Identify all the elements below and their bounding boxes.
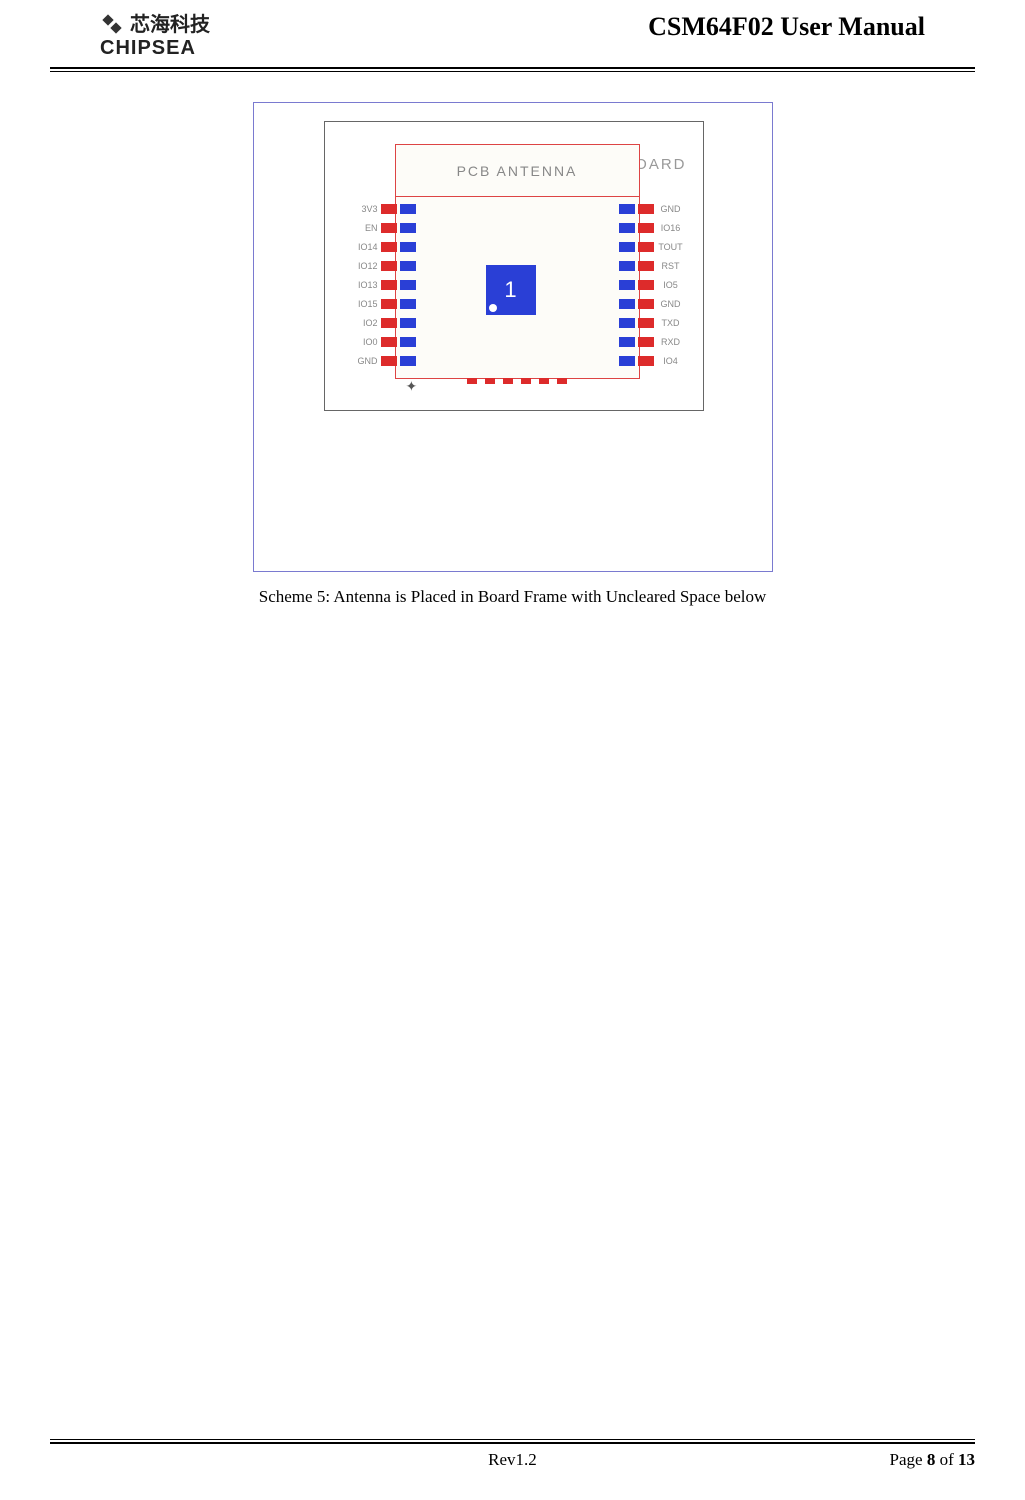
pad-icon [638,204,654,214]
pin-right: IO5 [619,278,685,292]
pin-right: IO16 [619,221,685,235]
pin-left: IO2 [350,316,416,330]
page-header: 芯海科技 CHIPSEA CSM64F02 User Manual [50,0,975,69]
pad-icon [400,280,416,290]
pin-label: IO15 [350,299,378,309]
pin-left: IO14 [350,240,416,254]
pin-left: GND [350,354,416,368]
pin-label: IO13 [350,280,378,290]
pin-label: IO16 [657,223,685,233]
footer-rule [50,1439,975,1440]
chip-pin1-dot-icon [489,304,497,312]
pad-icon [638,318,654,328]
chip-icon: 1 [486,265,536,315]
pin-label: IO5 [657,280,685,290]
pad-icon [381,261,397,271]
pad-icon [381,242,397,252]
pad-icon [619,356,635,366]
pad-icon [619,299,635,309]
main-board-outline: MAIN-BOARD PCB ANTENNA 1 ✦ 3V3ENIO14IO12… [324,121,704,411]
logo-text-en: CHIPSEA [100,38,196,59]
pin-label: TXD [657,318,685,328]
pad-icon [638,299,654,309]
pin-left: IO12 [350,259,416,273]
pin-left: EN [350,221,416,235]
pin-right: RST [619,259,685,273]
pin-label: GND [657,299,685,309]
figure-caption: Scheme 5: Antenna is Placed in Board Fra… [0,587,1025,607]
pad-icon [381,280,397,290]
document-title: CSM64F02 User Manual [648,12,925,42]
pad-icon [400,318,416,328]
pad-icon [400,356,416,366]
pin-right: RXD [619,335,685,349]
pin-label: IO2 [350,318,378,328]
pad-icon [619,318,635,328]
pin-label: 3V3 [350,204,378,214]
header-rule [50,71,975,72]
pad-icon [381,318,397,328]
pin-label: GND [350,356,378,366]
module-outline: PCB ANTENNA 1 ✦ 3V3ENIO14IO12IO13IO15IO2… [395,144,640,379]
orientation-mark-icon: ✦ [406,379,418,396]
pin-right: GND [619,202,685,216]
pad-icon [638,261,654,271]
pin-label: RST [657,261,685,271]
pin-label: IO0 [350,337,378,347]
figure-container: MAIN-BOARD PCB ANTENNA 1 ✦ 3V3ENIO14IO12… [0,102,1025,607]
pad-icon [400,337,416,347]
pad-icon [400,261,416,271]
pad-icon [381,356,397,366]
revision-label: Rev1.2 [50,1450,975,1470]
antenna-area: PCB ANTENNA [396,145,639,197]
pin-right: TXD [619,316,685,330]
logo-text-cn: 芯海科技 [130,15,210,36]
pad-icon [619,280,635,290]
pad-icon [400,204,416,214]
pin-label: IO4 [657,356,685,366]
pad-icon [638,242,654,252]
pad-icon [619,223,635,233]
pad-icon [619,337,635,347]
pad-icon [638,337,654,347]
pad-icon [381,204,397,214]
pad-icon [638,356,654,366]
pad-icon [400,223,416,233]
pad-icon [400,299,416,309]
pin-label: GND [657,204,685,214]
pad-icon [619,204,635,214]
pin-left: IO13 [350,278,416,292]
pin-left: 3V3 [350,202,416,216]
logo-icon [100,12,126,38]
pad-icon [381,299,397,309]
pad-icon [638,223,654,233]
page-footer: Rev1.2 Page 8 of 13 [50,1439,975,1470]
company-logo: 芯海科技 CHIPSEA [100,12,210,59]
pin-left: IO0 [350,335,416,349]
pin-label: RXD [657,337,685,347]
pin-label: IO14 [350,242,378,252]
pin-right: IO4 [619,354,685,368]
pin-label: TOUT [657,242,685,252]
pad-icon [638,280,654,290]
pad-icon [381,223,397,233]
scheme-figure: MAIN-BOARD PCB ANTENNA 1 ✦ 3V3ENIO14IO12… [253,102,773,572]
pad-icon [381,337,397,347]
pin-left: IO15 [350,297,416,311]
pad-icon [619,242,635,252]
bottom-pad-strip [396,378,639,384]
pin-label: EN [350,223,378,233]
pad-icon [400,242,416,252]
pin-label: IO12 [350,261,378,271]
pin-right: GND [619,297,685,311]
antenna-label: PCB ANTENNA [457,163,578,179]
chip-number: 1 [504,277,516,303]
pin-right: TOUT [619,240,685,254]
pad-icon [619,261,635,271]
